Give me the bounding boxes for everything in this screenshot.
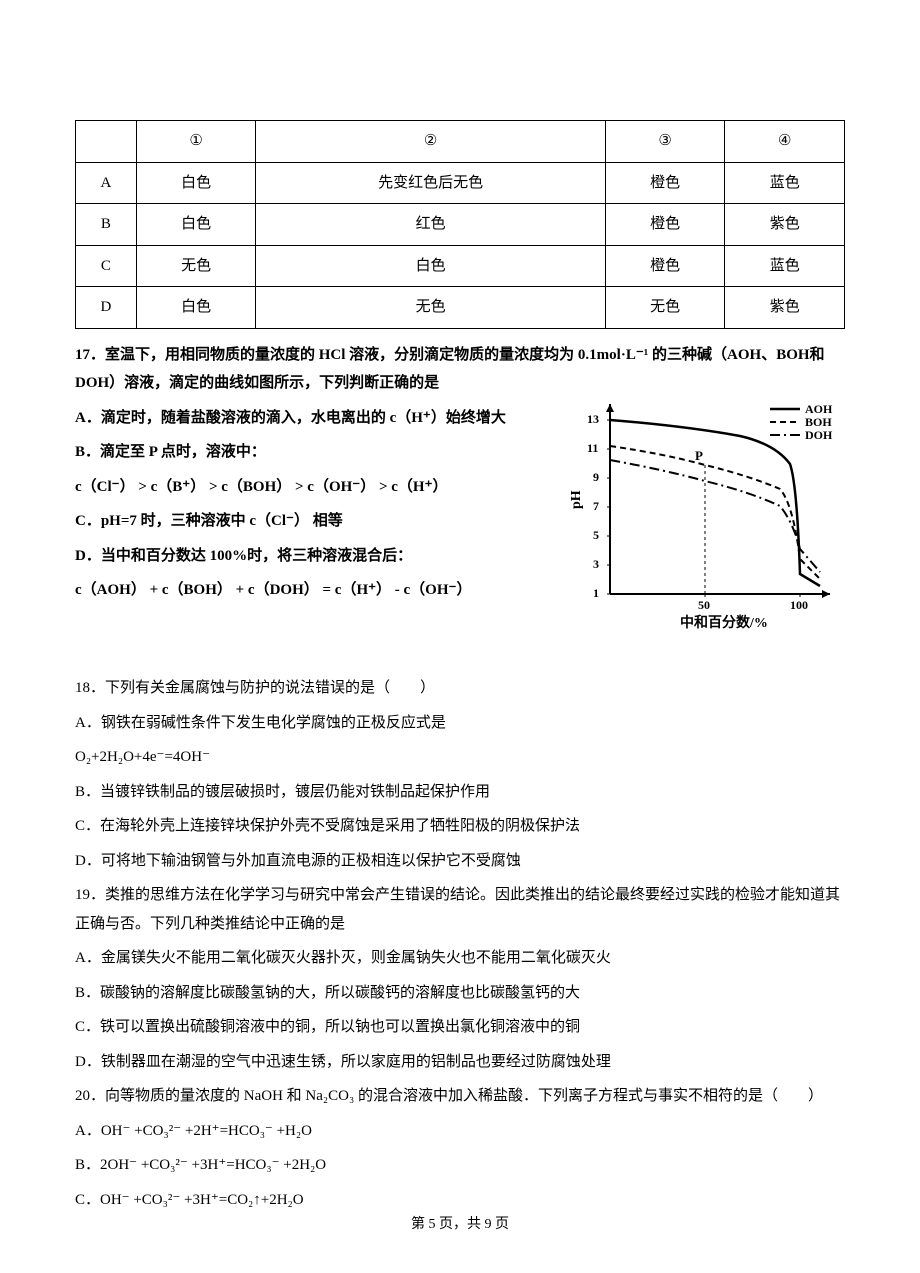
table-row: A 白色 先变红色后无色 橙色 蓝色 (76, 162, 845, 204)
q17-text: 室温下，用相同物质的量浓度的 HCl 溶液，分别滴定物质的量浓度均为 0.1mo… (75, 347, 825, 392)
q20-B: B．2OH⁻ +CO₃²⁻ +3H⁺=HCO₃⁻ +2H₂O (75, 1151, 845, 1180)
cell: 橙色 (605, 204, 725, 246)
q18-number: 18． (75, 680, 105, 696)
cell: 先变红色后无色 (256, 162, 605, 204)
svg-text:9: 9 (593, 470, 599, 484)
svg-text:100: 100 (790, 598, 808, 612)
row-label: D (76, 287, 137, 329)
q19-stem: 19．类推的思维方法在化学学习与研究中常会产生错误的结论。因此类推出的结论最终要… (75, 881, 845, 938)
row-label: B (76, 204, 137, 246)
titration-chart: 1 3 5 7 9 11 13 50 100 pH 中和百分数/% (565, 394, 845, 645)
q20-text: 向等物质的量浓度的 NaOH 和 Na₂CO₃ 的混合溶液中加入稀盐酸．下列离子… (105, 1088, 823, 1104)
q17-number: 17． (75, 347, 105, 363)
q19-text: 类推的思维方法在化学学习与研究中常会产生错误的结论。因此类推出的结论最终要经过实… (75, 887, 840, 932)
cell: 无色 (136, 245, 256, 287)
cell: 白色 (136, 287, 256, 329)
q-A-2: O₂+2H₂O+4e⁻=4OH⁻ (75, 743, 845, 772)
header-1: ① (136, 121, 256, 163)
q18-B: B．当镀锌铁制品的镀层破损时，镀层仍能对铁制品起保护作用 (75, 778, 845, 807)
svg-text:11: 11 (587, 441, 598, 455)
q20-C: C．OH⁻ +CO₃²⁻ +3H⁺=CO₂↑+2H₂O (75, 1186, 845, 1215)
q19-C: C．铁可以置换出硫酸铜溶液中的铜，所以钠也可以置换出氯化铜溶液中的铜 (75, 1013, 845, 1042)
svg-text:BOH: BOH (805, 415, 832, 429)
cell: 橙色 (605, 162, 725, 204)
svg-text:13: 13 (587, 412, 599, 426)
q19-D: D．铁制器皿在潮湿的空气中迅速生锈，所以家庭用的铝制品也要经过防腐蚀处理 (75, 1048, 845, 1077)
option-table: ① ② ③ ④ A 白色 先变红色后无色 橙色 蓝色 B 白色 红色 橙色 紫色… (75, 120, 845, 329)
table-row: B 白色 红色 橙色 紫色 (76, 204, 845, 246)
cell: 红色 (256, 204, 605, 246)
header-3: ③ (605, 121, 725, 163)
cell: 无色 (605, 287, 725, 329)
header-blank (76, 121, 137, 163)
q18-A-1: A．钢铁在弱碱性条件下发生电化学腐蚀的正极反应式是 (75, 709, 845, 738)
cell: 白色 (256, 245, 605, 287)
y-label: pH (569, 490, 584, 509)
q18-D: D．可将地下输油钢管与外加直流电源的正极相连以保护它不受腐蚀 (75, 847, 845, 876)
page-content: ① ② ③ ④ A 白色 先变红色后无色 橙色 蓝色 B 白色 红色 橙色 紫色… (75, 120, 845, 1214)
svg-text:5: 5 (593, 528, 599, 542)
q17-stem: 17．室温下，用相同物质的量浓度的 HCl 溶液，分别滴定物质的量浓度均为 0.… (75, 341, 845, 398)
cell: 紫色 (725, 287, 845, 329)
q18-C: C．在海轮外壳上连接锌块保护外壳不受腐蚀是采用了牺牲阳极的阴极保护法 (75, 812, 845, 841)
row-label: C (76, 245, 137, 287)
svg-text:AOH: AOH (805, 402, 833, 416)
table-header-row: ① ② ③ ④ (76, 121, 845, 163)
table-row: C 无色 白色 橙色 蓝色 (76, 245, 845, 287)
header-2: ② (256, 121, 605, 163)
cell: 蓝色 (725, 245, 845, 287)
cell: 白色 (136, 162, 256, 204)
page-footer: 第 5 页，共 9 页 (0, 1213, 920, 1233)
header-4: ④ (725, 121, 845, 163)
q19-A: A．金属镁失火不能用二氧化碳灭火器扑灭，则金属钠失火也不能用二氧化碳灭火 (75, 944, 845, 973)
spacer (75, 654, 845, 674)
q20-A: A．OH⁻ +CO₃²⁻ +2H⁺=HCO₃⁻ +H₂O (75, 1117, 845, 1146)
q19-number: 19． (75, 887, 105, 903)
q18-stem: 18．下列有关金属腐蚀与防护的说法错误的是（ ） (75, 674, 845, 703)
svg-text:7: 7 (593, 499, 599, 513)
q18-text: 下列有关金属腐蚀与防护的说法错误的是（ ） (105, 680, 435, 696)
q20-number: 20． (75, 1088, 105, 1104)
cell: 橙色 (605, 245, 725, 287)
cell: 紫色 (725, 204, 845, 246)
cell: 无色 (256, 287, 605, 329)
x-label: 中和百分数/% (680, 614, 768, 631)
svg-text:50: 50 (698, 598, 710, 612)
p-label: P (695, 448, 703, 463)
q19-B: B．碳酸钠的溶解度比碳酸氢钠的大，所以碳酸钙的溶解度也比碳酸氢钙的大 (75, 979, 845, 1008)
q20-stem: 20．向等物质的量浓度的 NaOH 和 Na₂CO₃ 的混合溶液中加入稀盐酸．下… (75, 1082, 845, 1111)
svg-text:DOH: DOH (805, 428, 833, 442)
row-label: A (76, 162, 137, 204)
svg-text:1: 1 (593, 586, 599, 600)
table-row: D 白色 无色 无色 紫色 (76, 287, 845, 329)
cell: 蓝色 (725, 162, 845, 204)
cell: 白色 (136, 204, 256, 246)
chart-svg: 1 3 5 7 9 11 13 50 100 pH 中和百分数/% (565, 394, 845, 634)
svg-text:3: 3 (593, 557, 599, 571)
